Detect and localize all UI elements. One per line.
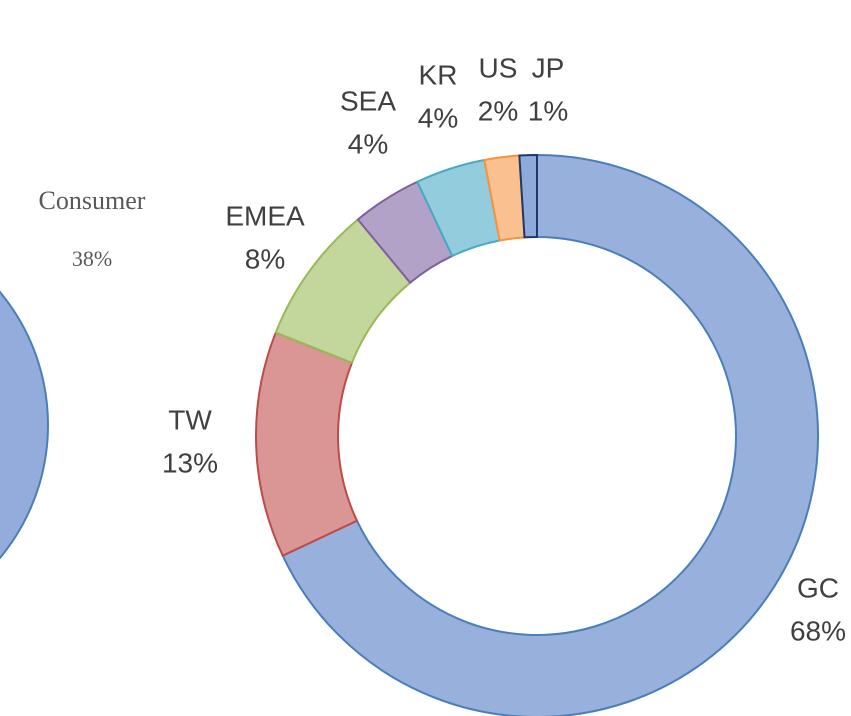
segment-label: SEA [340, 85, 396, 116]
pie-slice [0, 290, 49, 560]
donut-segment [281, 153, 819, 716]
segment-label: KR [419, 59, 458, 90]
segment-value-label: 2% [478, 95, 518, 126]
segment-value-label: 13% [162, 447, 218, 478]
donut-segment [518, 153, 538, 239]
segment-value-label: 68% [790, 615, 846, 646]
segment-label: TW [168, 404, 212, 435]
slice-value-label: 38% [72, 246, 112, 271]
segment-value-label: 4% [348, 128, 388, 159]
segment-label: US [479, 52, 518, 83]
segment-value-label: 8% [245, 243, 285, 274]
donut-segment [255, 331, 359, 557]
slice-label: Consumer [39, 186, 146, 215]
segment-label: JP [532, 52, 565, 83]
segment-value-label: 1% [528, 95, 568, 126]
segment-value-label: 4% [418, 102, 458, 133]
segment-label: EMEA [225, 200, 305, 231]
segment-label: GC [797, 572, 839, 603]
